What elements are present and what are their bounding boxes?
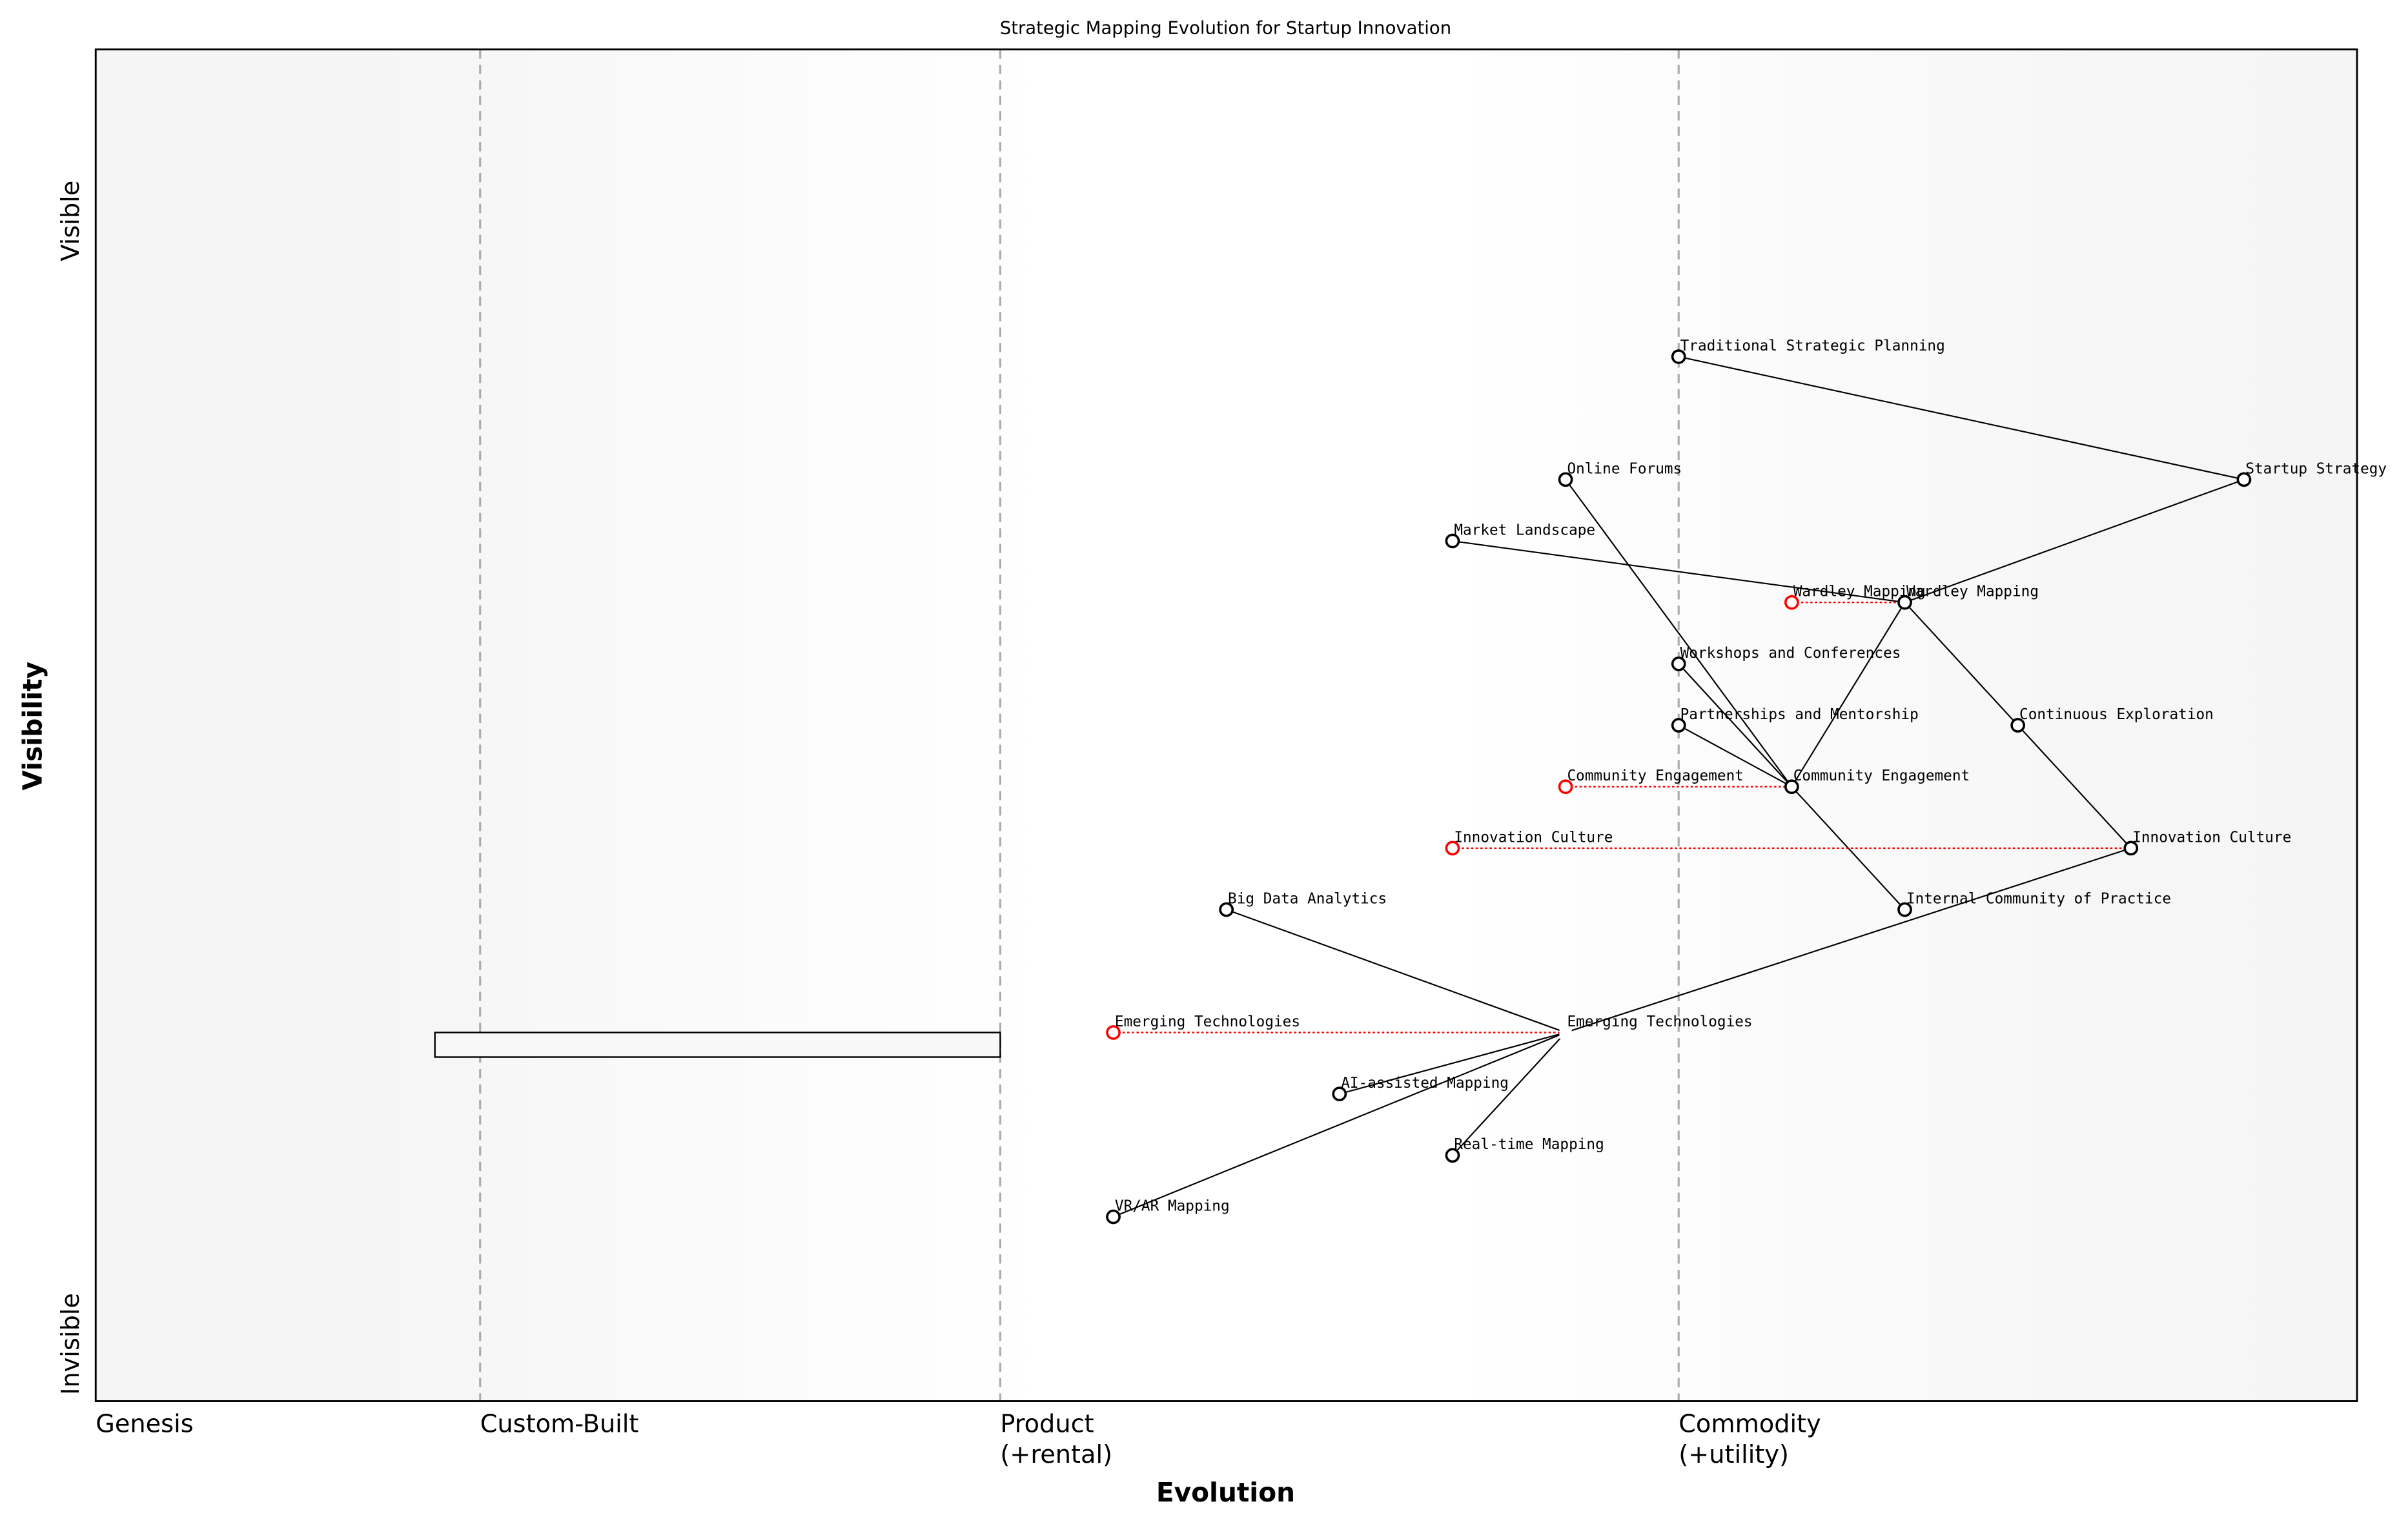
x-tick-label-line2: (+utility) xyxy=(1678,1440,1789,1469)
component-point xyxy=(1671,718,1686,733)
component-point xyxy=(1558,472,1573,487)
link-line xyxy=(1791,602,1906,788)
component-label: VR/AR Mapping xyxy=(1115,1197,1230,1214)
component-point xyxy=(1784,779,1799,795)
evolved-label: Innovation Culture xyxy=(1454,829,1613,846)
link-line xyxy=(1226,909,1566,1033)
component-point xyxy=(1897,902,1912,917)
y-tick-invisible: Invisible xyxy=(56,1293,85,1395)
link-line xyxy=(1565,847,2132,1033)
component-label: Real-time Mapping xyxy=(1454,1136,1604,1153)
link-line xyxy=(1678,663,1793,788)
component-label: Traditional Strategic Planning xyxy=(1680,338,1945,354)
link-line xyxy=(1904,478,2245,604)
component-label: Big Data Analytics xyxy=(1228,891,1387,908)
link-line xyxy=(1113,1032,1566,1217)
chart-title: Strategic Mapping Evolution for Startup … xyxy=(1000,18,1451,39)
link-line xyxy=(2017,724,2132,849)
link-line xyxy=(1678,356,2245,480)
x-tick-label: Product xyxy=(1000,1409,1094,1438)
component-label: Wardley Mapping xyxy=(1906,584,2039,600)
component-label: Internal Community of Practice xyxy=(1906,891,2171,908)
link-line xyxy=(1904,602,2019,726)
evolved-label: Wardley Mapping xyxy=(1793,584,1926,600)
x-tick-label: Custom-Built xyxy=(480,1409,639,1438)
x-tick-label-line2: (+rental) xyxy=(1000,1440,1112,1469)
component-point xyxy=(1445,533,1460,549)
evolved-label: Emerging Technologies xyxy=(1115,1013,1300,1030)
component-point xyxy=(2010,718,2026,733)
link-line xyxy=(1678,724,1792,788)
plot-frame xyxy=(94,48,2358,1402)
link-line xyxy=(1452,540,1905,604)
component-label: Continuous Exploration xyxy=(2019,706,2214,723)
evolved-point xyxy=(1445,840,1460,856)
inertia-bar xyxy=(434,1032,1001,1058)
component-label: Community Engagement xyxy=(1793,768,1970,784)
component-label: Startup Strategy xyxy=(2245,460,2387,477)
x-axis-label: Evolution xyxy=(1156,1477,1295,1508)
component-point xyxy=(1559,1026,1572,1039)
link-line xyxy=(1565,479,1793,788)
component-point xyxy=(1671,349,1686,364)
component-label: AI-assisted Mapping xyxy=(1341,1075,1509,1092)
component-point xyxy=(1671,657,1686,671)
x-tick-label: Commodity xyxy=(1678,1409,1821,1438)
component-point xyxy=(2123,840,2139,856)
component-point xyxy=(1106,1209,1121,1225)
link-line xyxy=(1452,1032,1566,1156)
component-label: Emerging Technologies xyxy=(1567,1013,1752,1030)
component-point xyxy=(1332,1086,1347,1101)
evolved-label: Community Engagement xyxy=(1567,768,1743,784)
link-line xyxy=(1339,1032,1566,1095)
x-tick-label: Genesis xyxy=(96,1409,193,1438)
component-label: Partnerships and Mentorship xyxy=(1680,706,1919,723)
component-point xyxy=(1897,595,1912,610)
evolved-point xyxy=(1106,1025,1121,1040)
component-point xyxy=(2236,472,2252,487)
plot-background xyxy=(96,49,2358,1401)
component-point xyxy=(1219,902,1234,917)
component-label: Workshops and Conferences xyxy=(1680,645,1901,662)
evolved-point xyxy=(1558,779,1573,795)
component-point xyxy=(1445,1148,1460,1163)
component-label: Market Landscape xyxy=(1454,522,1595,538)
component-label: Online Forums xyxy=(1567,460,1682,477)
y-tick-visible: Visible xyxy=(56,181,85,261)
y-axis-label: Visibility xyxy=(17,662,48,791)
evolved-point xyxy=(1784,595,1799,610)
component-label: Innovation Culture xyxy=(2132,829,2291,846)
